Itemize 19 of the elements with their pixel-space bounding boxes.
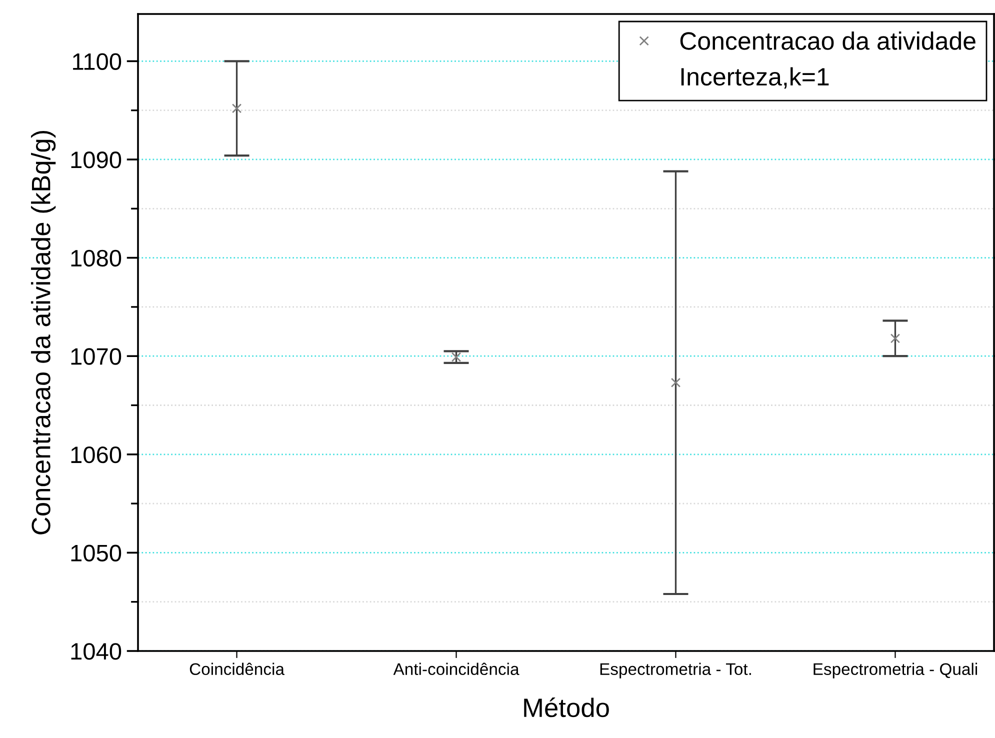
y-tick-label: 1070 bbox=[71, 348, 122, 365]
y-axis-title: Concentracao da atividade (kBq/g) bbox=[31, 130, 56, 534]
x-tick-label: Coincidência bbox=[190, 662, 284, 676]
point bbox=[232, 104, 242, 114]
y-tick-label: 1040 bbox=[71, 643, 122, 660]
legend-label: Concentracao da atividade bbox=[680, 32, 976, 50]
y-tick-label: 1080 bbox=[71, 250, 122, 267]
annotation: Incerteza,k=1 bbox=[681, 67, 829, 89]
x-tick-label: Espectrometria - Quali bbox=[814, 662, 978, 678]
y-tick-label: 1050 bbox=[71, 544, 122, 562]
y-tick-label: 1090 bbox=[71, 152, 122, 168]
point bbox=[451, 352, 462, 362]
y-tick-label: 1060 bbox=[71, 446, 122, 464]
x-tick-label: Espectrometria - Tot. bbox=[600, 662, 751, 678]
x-axis-title: Método bbox=[524, 697, 609, 718]
y-tick-label: 1100 bbox=[73, 53, 122, 70]
point bbox=[890, 334, 900, 344]
x-tick-label: Anti-coincidência bbox=[393, 662, 520, 676]
point bbox=[670, 378, 681, 388]
